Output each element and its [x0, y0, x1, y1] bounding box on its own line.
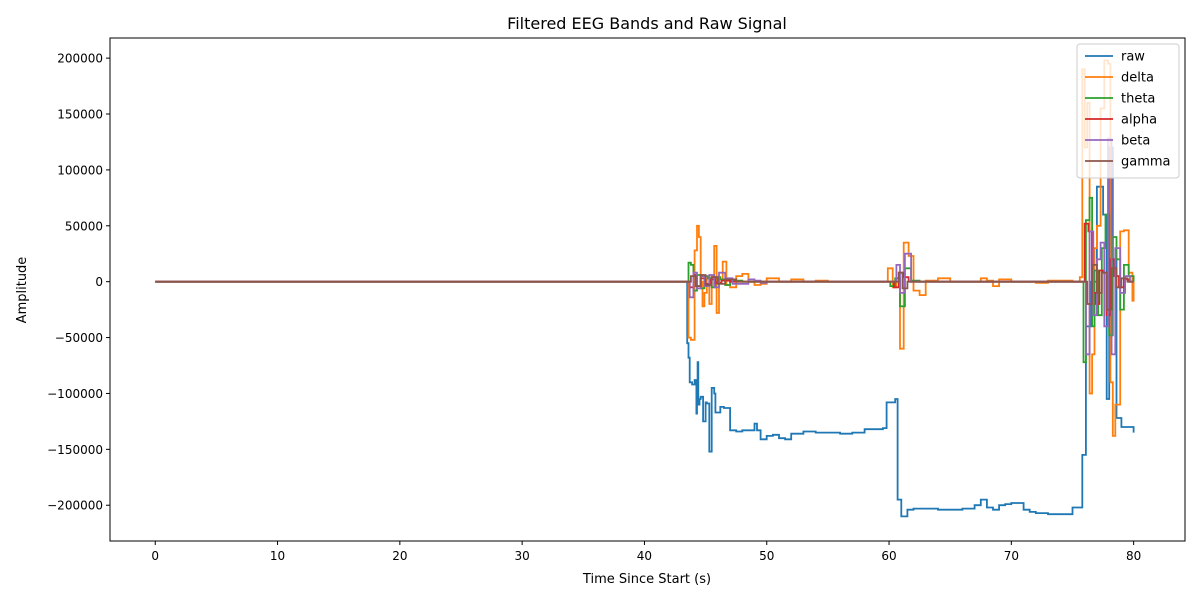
x-tick-label: 10 — [270, 549, 285, 563]
x-tick-label: 60 — [881, 549, 896, 563]
x-tick-label: 70 — [1004, 549, 1019, 563]
y-tick-label: 50000 — [65, 219, 103, 233]
series-line-raw — [155, 146, 1135, 518]
plot-frame — [109, 37, 1186, 542]
y-axis-label: Amplitude — [15, 257, 30, 324]
y-axis: −200000 −150000 −100000 −50000 0 50000 100000 1… — [47, 52, 110, 513]
y-tick-label: 100000 — [57, 163, 103, 177]
x-tick-label: 20 — [392, 549, 407, 563]
series-layer — [155, 59, 1135, 518]
x-tick-label: 30 — [515, 549, 530, 563]
y-tick-label: −200000 — [47, 499, 103, 513]
chart-title: Filtered EEG Bands and Raw Signal — [507, 14, 787, 33]
y-tick-label: 0 — [95, 275, 103, 289]
legend-label-delta: delta — [1121, 71, 1154, 86]
y-tick-label: −100000 — [47, 387, 103, 401]
legend-label-gamma: gamma — [1121, 155, 1171, 170]
x-tick-label: 50 — [759, 549, 774, 563]
legend-label-theta: theta — [1121, 92, 1155, 107]
x-tick-label: 0 — [151, 549, 159, 563]
legend-label-raw: raw — [1121, 50, 1145, 65]
y-tick-label: −50000 — [55, 331, 103, 345]
series-line-gamma — [155, 264, 1134, 311]
y-tick-label: 150000 — [57, 108, 103, 122]
series-line-alpha — [155, 222, 1134, 317]
y-tick-label: −150000 — [47, 443, 103, 457]
x-tick-label: 80 — [1126, 549, 1141, 563]
legend-label-beta: beta — [1121, 134, 1150, 149]
x-axis: 0 10 20 30 40 50 60 70 80 — [151, 541, 1141, 563]
legend: raw delta theta alpha beta gamma — [1076, 43, 1180, 179]
legend-label-alpha: alpha — [1121, 113, 1157, 128]
x-axis-label: Time Since Start (s) — [582, 572, 711, 587]
x-tick-label: 40 — [637, 549, 652, 563]
y-tick-label: 200000 — [57, 52, 103, 66]
